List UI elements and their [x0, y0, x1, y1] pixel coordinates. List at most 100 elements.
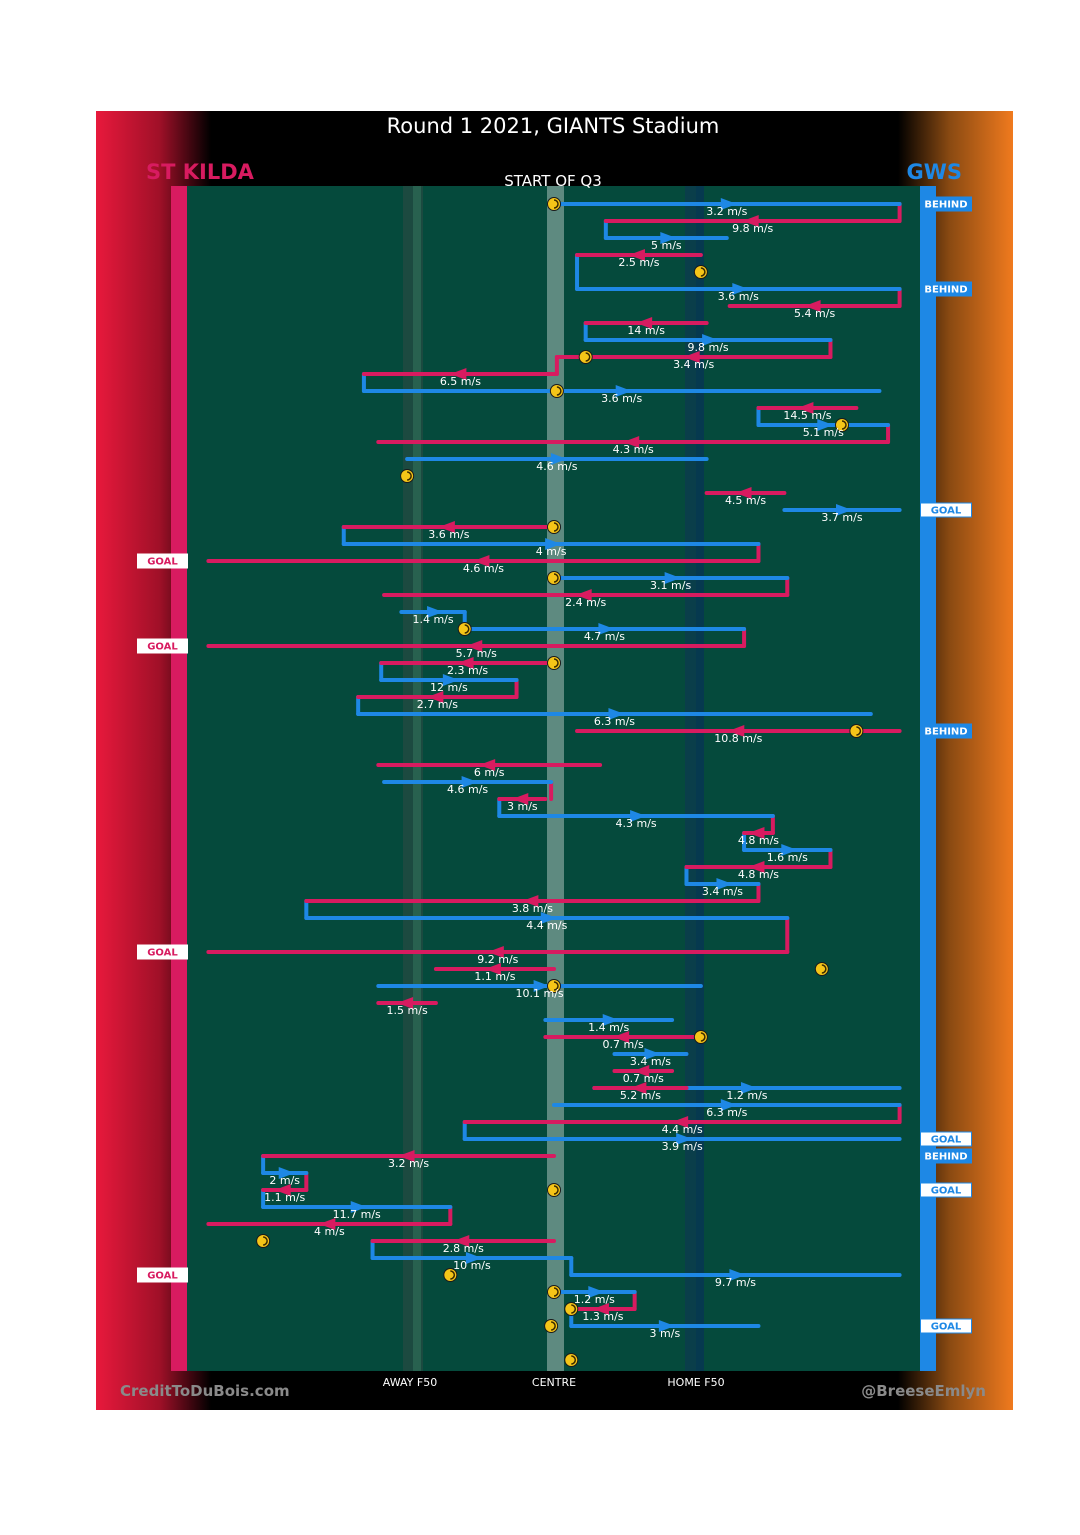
speed-label: 1.6 m/s: [767, 851, 808, 864]
direction-arrow: [817, 419, 834, 431]
team-left-name: ST KILDA: [146, 160, 255, 184]
direction-arrow: [720, 1099, 737, 1111]
direction-arrow: [781, 844, 798, 856]
speed-label: 9.8 m/s: [688, 341, 729, 354]
speed-label: 1.1 m/s: [264, 1191, 305, 1204]
badge-inner: [921, 1132, 971, 1146]
chart-subtitle: START OF Q3: [504, 172, 602, 190]
speed-label: 6.3 m/s: [706, 1106, 747, 1119]
direction-arrow: [748, 861, 765, 873]
badge-inner: [921, 1319, 971, 1333]
stoppage-marker-arc: [553, 573, 559, 583]
st-kilda-outcome-badge: [137, 638, 188, 654]
speed-label: 4.4 m/s: [662, 1123, 703, 1136]
stoppage-marker-arc: [585, 352, 591, 362]
speed-label: 3.4 m/s: [702, 885, 743, 898]
gws-outcome-badge: [920, 196, 972, 212]
credit-left: CreditToDuBois.com: [120, 1382, 290, 1400]
speed-label: 4 m/s: [314, 1225, 345, 1238]
outcome-label: GOAL: [147, 1271, 178, 1282]
speed-label: 3.2 m/s: [706, 205, 747, 218]
speed-label: 1.4 m/s: [412, 613, 453, 626]
direction-arrow: [636, 317, 653, 329]
direction-arrow: [664, 572, 681, 584]
speed-label: 3.7 m/s: [821, 511, 862, 524]
direction-arrow: [575, 589, 592, 601]
speed-label: 1.4 m/s: [588, 1021, 629, 1034]
st-kilda-outcome-badge: [137, 944, 188, 960]
chart-svg: 3.2 m/s 9.8 m/s 5 m/s 2.5 m/s 3.6 m/s 5.4 m/s…: [96, 111, 1013, 1410]
outcome-label: GOAL: [931, 506, 962, 517]
speed-label: 4.7 m/s: [584, 630, 625, 643]
stoppage-marker-arc: [856, 726, 862, 736]
stoppage-marker-arc: [553, 981, 559, 991]
speed-label: 1.3 m/s: [582, 1310, 623, 1323]
speed-labels: 3.2 m/s 9.8 m/s 5 m/s 2.5 m/s 3.6 m/s 5.4 m/s…: [264, 205, 863, 1340]
speed-label: 10.8 m/s: [714, 732, 762, 745]
direction-arrow: [442, 674, 459, 686]
direction-arrow: [735, 487, 752, 499]
direction-arrow: [484, 963, 501, 975]
direction-arrow: [461, 776, 478, 788]
speed-label: 2.5 m/s: [618, 256, 659, 269]
outcome-label: GOAL: [147, 642, 178, 653]
outcome-label: GOAL: [147, 557, 178, 568]
outcome-label: GOAL: [931, 1186, 962, 1197]
speed-label: 14 m/s: [627, 324, 665, 337]
direction-arrow: [702, 334, 719, 346]
direction-arrow: [644, 1048, 661, 1060]
speed-label: 4.5 m/s: [725, 494, 766, 507]
direction-arrow: [522, 895, 539, 907]
speed-label: 5.1 m/s: [803, 426, 844, 439]
speed-label: 11.7 m/s: [333, 1208, 381, 1221]
speed-label: 10.1 m/s: [516, 987, 564, 1000]
direction-arrow: [319, 1218, 336, 1230]
direction-arrow: [350, 1201, 367, 1213]
speed-label: 4.3 m/s: [616, 817, 657, 830]
direction-arrow: [742, 215, 759, 227]
direction-arrow: [658, 1320, 675, 1332]
badge-inner: [921, 503, 971, 517]
direction-arrow: [397, 997, 414, 1009]
speed-label: 1.2 m/s: [726, 1089, 767, 1102]
direction-arrows: [274, 198, 852, 1332]
stoppage-marker-arc: [262, 1236, 268, 1246]
speed-label: 2.4 m/s: [565, 596, 606, 609]
direction-arrow: [533, 980, 550, 992]
gws-outcome-badge: [920, 723, 972, 739]
home-f50-line: [685, 186, 698, 1371]
stoppage-marker-arc: [553, 658, 559, 668]
outcome-badges: BEHIND BEHIND GOAL GOAL GOAL BEHIND GOAL GOAL BE…: [137, 196, 972, 1334]
speed-label: 6 m/s: [474, 766, 505, 779]
direction-arrow: [602, 1014, 619, 1026]
direction-arrow: [804, 300, 821, 312]
speed-label: 4 m/s: [536, 545, 567, 558]
speed-label: 4.6 m/s: [536, 460, 577, 473]
chart-frame: 3.2 m/s 9.8 m/s 5 m/s 2.5 m/s 3.6 m/s 5.4 m/s…: [96, 111, 1013, 1410]
direction-arrow: [660, 232, 677, 244]
direction-arrow: [630, 1082, 647, 1094]
speed-label: 3.9 m/s: [662, 1140, 703, 1153]
direction-arrow: [274, 1184, 291, 1196]
speed-label: 4.4 m/s: [526, 919, 567, 932]
direction-arrow: [676, 1133, 693, 1145]
speed-label: 2.8 m/s: [443, 1242, 484, 1255]
direction-arrow: [427, 691, 444, 703]
team-right-name: GWS: [906, 160, 962, 184]
stoppage-marker-arc: [464, 624, 470, 634]
outcome-label: BEHIND: [924, 200, 967, 211]
speed-label: 3.2 m/s: [388, 1157, 429, 1170]
speed-label: 3.6 m/s: [428, 528, 469, 541]
gws-outcome-badge: [920, 281, 972, 297]
direction-arrow: [732, 283, 749, 295]
direction-arrow: [729, 1269, 746, 1281]
direction-arrow: [728, 725, 745, 737]
st-kilda-outcome-badge: [137, 553, 188, 569]
direction-arrow: [398, 1150, 415, 1162]
direction-arrow: [592, 1303, 609, 1315]
direction-arrow: [457, 657, 474, 669]
direction-arrow: [479, 759, 496, 771]
stoppage-marker-arc: [571, 1304, 577, 1314]
direction-arrow: [465, 1252, 482, 1264]
speed-label: 1.2 m/s: [574, 1293, 615, 1306]
